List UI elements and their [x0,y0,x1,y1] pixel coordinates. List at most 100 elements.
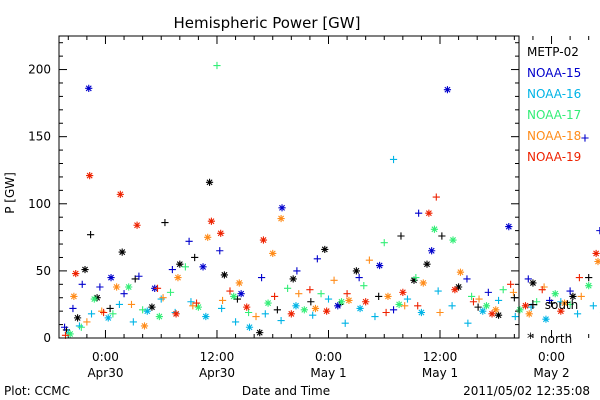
data-point-north [172,310,180,318]
data-point-south [432,193,440,201]
data-point-south [83,318,91,326]
data-point-north [245,323,254,331]
y-tick-label: 150 [28,130,51,144]
data-point-north [277,214,285,223]
x-tick-label-time: 0:00 [538,350,565,364]
data-point-south [231,318,240,326]
data-point-south [261,310,269,318]
data-point-south [273,306,281,314]
data-points [60,61,600,339]
data-point-south [343,290,351,298]
data-point-south [397,232,405,240]
legend-entry: NOAA-19 [527,150,581,164]
data-point-north [204,233,212,241]
data-point-south [284,284,292,292]
data-point-south [524,275,532,283]
data-point-south [475,295,483,303]
data-point-south [100,308,108,317]
data-point-north [516,306,524,314]
data-point-north [323,307,331,315]
data-point-north [425,209,433,217]
data-point-north [492,306,500,314]
data-point-south [566,300,574,309]
data-point-north [494,311,503,319]
x-tick-label-time: 0:00 [315,350,342,364]
data-point-north [529,279,537,287]
data-point-north [256,329,264,337]
data-point-north [278,204,286,212]
data-point-north [592,249,600,258]
x-axis-label: Date and Time [242,384,330,398]
data-point-north [525,310,533,318]
data-point-south [313,255,321,263]
data-point-north [384,292,392,300]
legend-entry: METP-02 [527,45,579,59]
data-point-north [430,225,439,233]
data-point-south [365,256,373,264]
data-point-north [116,190,124,198]
data-point-north [81,265,89,274]
data-point-north [449,236,457,244]
y-tick-label: 200 [28,63,51,77]
data-point-south [509,288,518,296]
data-point-south [75,322,84,330]
x-tick-label-time: 12:00 [423,350,458,364]
data-point-south [389,155,398,164]
data-point-south [468,292,476,300]
data-point-north [454,283,463,291]
data-point-south [380,239,388,247]
data-point-north [479,307,487,315]
data-point-south [295,290,303,298]
data-point-north [594,257,600,266]
data-point-north [542,315,550,323]
data-point-north [174,274,182,282]
data-point-south [448,302,456,310]
data-point-south [96,283,104,291]
data-point-south [233,295,242,303]
data-point-north [428,247,436,255]
data-point-south [324,295,333,303]
data-point-south [484,288,492,296]
data-point-north [287,310,295,318]
series-noaa-19 [61,171,600,339]
data-point-north [143,307,151,315]
data-point-south [566,287,574,295]
data-point-south [257,274,266,282]
data-point-south [60,323,69,331]
data-point-south [213,61,221,70]
data-point-south [527,303,535,311]
legend: METP-02 NOAA-15 NOAA-16 NOAA-17 NOAA-18 NOAA-… [527,45,581,164]
data-point-north [292,302,300,310]
data-point-north [417,308,426,317]
data-point-south [252,312,260,321]
data-point-south [546,296,554,305]
data-point-north [399,288,407,296]
data-point-north [220,271,229,279]
data-point-south [153,284,162,292]
data-point-north [125,283,133,291]
x-tick-label-date: Apr30 [199,366,235,380]
legend-entry: NOAA-15 [527,66,581,80]
data-point-north [217,229,225,237]
data-point-south [414,302,422,310]
data-point-south [127,300,136,309]
data-point-south [168,265,176,274]
data-point-north [118,248,126,256]
data-point-south [120,290,128,298]
data-point-north [345,296,353,305]
series-noaa-18 [70,214,600,330]
data-point-north [423,260,431,268]
data-point-north [419,279,427,287]
data-point-south [371,312,379,321]
data-point-south [382,308,390,317]
data-point-north [205,178,214,186]
data-point-south [412,274,420,282]
data-point-south [157,295,165,303]
data-point-south [355,274,363,282]
x-tick-label-date: Apr30 [87,366,123,380]
data-point-south [438,232,446,240]
legend-south-label: + south [527,297,578,313]
data-point-north [334,302,342,310]
data-point-north [176,260,184,268]
